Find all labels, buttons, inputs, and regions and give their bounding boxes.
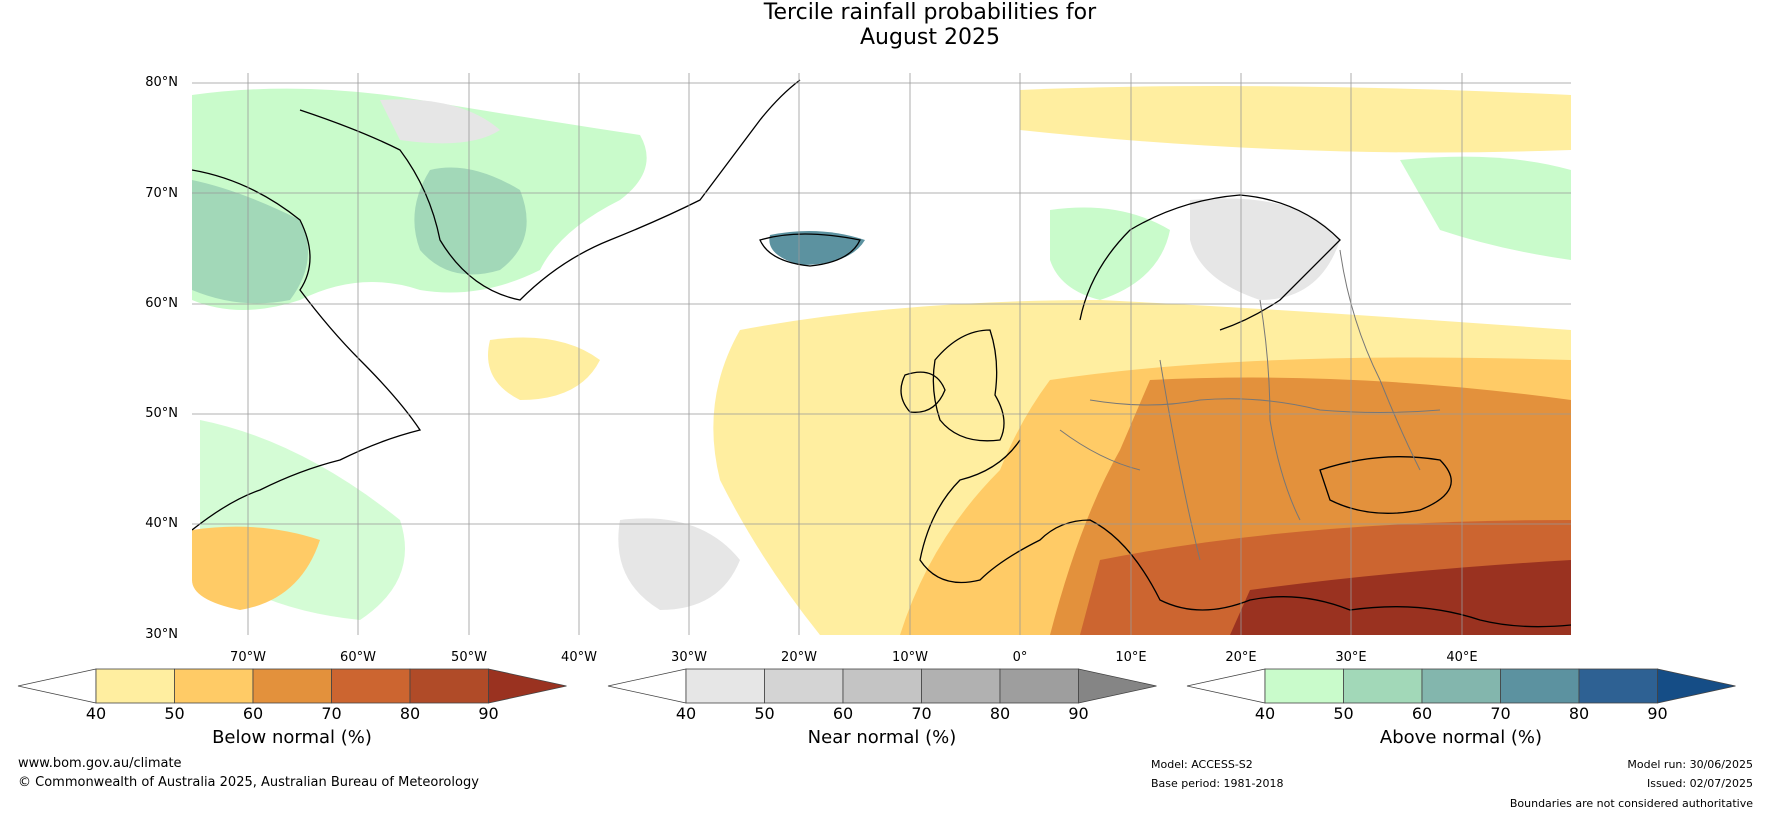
- footer-url: www.bom.gov.au/climate: [18, 756, 182, 771]
- near-normal-region-2: [618, 518, 740, 610]
- lon-label-60w: 60°W: [340, 650, 376, 665]
- lon-label-20e: 20°E: [1225, 650, 1257, 665]
- footer-copyright: © Commonwealth of Australia 2025, Austra…: [18, 775, 479, 790]
- colorbar-tick-label: 50: [754, 704, 775, 723]
- colorbar-segment: [1500, 668, 1580, 704]
- lat-label-40n: 40°N: [145, 516, 178, 531]
- lat-label-50n: 50°N: [145, 406, 178, 421]
- lon-label-50w: 50°W: [451, 650, 487, 665]
- colorbar-segment: [409, 668, 489, 704]
- colorbar-tick-label: 80: [989, 704, 1011, 723]
- colorbar-tick-label: 60: [1411, 704, 1433, 723]
- colorbar-tick-label: 50: [1333, 704, 1354, 723]
- colorbar-segment: [685, 668, 765, 704]
- colorbar-above-normal: [1186, 668, 1736, 704]
- below-normal-region-azores: [488, 337, 600, 400]
- colorbar-title-below-normal: Below normal (%): [212, 727, 372, 748]
- colorbar-segment: [764, 668, 844, 704]
- lon-label-10e: 10°E: [1115, 650, 1147, 665]
- above-normal-region-arctic: [1400, 156, 1571, 260]
- colorbar-title-near-normal: Near normal (%): [807, 727, 957, 748]
- footer-base-period: Base period: 1981-2018: [1151, 777, 1284, 790]
- coast-scandinavia: [1079, 194, 1341, 331]
- colorbar-tick-label: 70: [1490, 704, 1511, 723]
- colorbar-tick-label: 70: [911, 704, 932, 723]
- lat-label-60n: 60°N: [145, 296, 178, 311]
- colorbar-tick-label: 70: [321, 704, 342, 723]
- colorbar-segment: [331, 668, 411, 704]
- colorbar-tick-label: 80: [399, 704, 421, 723]
- colorbar-segment: [252, 668, 332, 704]
- colorbar-extend-high: [1657, 668, 1736, 704]
- coast-iceland: [759, 233, 861, 267]
- colorbar-tick-label: 50: [164, 704, 185, 723]
- colorbar-tick-label: 60: [242, 704, 264, 723]
- near-normal-region-3: [380, 99, 500, 144]
- colorbar-tick-label: 60: [832, 704, 854, 723]
- colorbar-tick-label: 80: [1568, 704, 1590, 723]
- colorbar-segment: [174, 668, 254, 704]
- colorbar-tick-label: 40: [675, 704, 697, 723]
- coast-europe-west: [919, 439, 1571, 628]
- footer-issued: Issued: 02/07/2025: [1646, 777, 1753, 790]
- probability-field: [192, 73, 1571, 635]
- lon-label-10w: 10°W: [892, 650, 928, 665]
- below-normal-region-atlantic-sw: [192, 526, 320, 610]
- footer-model-run: Model run: 30/06/2025: [1627, 758, 1753, 771]
- below-normal-region-north: [1020, 86, 1571, 153]
- lon-label-30e: 30°E: [1335, 650, 1367, 665]
- coast-uk: [932, 329, 1005, 442]
- colorbar-tick-label: 40: [85, 704, 107, 723]
- coast-ireland: [900, 371, 946, 413]
- colorbar-segment: [1421, 668, 1501, 704]
- coast-black-sea: [1319, 456, 1452, 514]
- title-line-1: Tercile rainfall probabilities for: [763, 0, 1097, 25]
- colorbar-below-normal: [17, 668, 567, 704]
- colorbar-segment: [921, 668, 1001, 704]
- below-normal-region-levant: [1230, 560, 1571, 635]
- colorbar-extend-low: [1186, 668, 1266, 704]
- above-normal-region-labrador: [192, 180, 308, 304]
- colorbar-extend-high: [1078, 668, 1157, 704]
- lon-label-40w: 40°W: [561, 650, 597, 665]
- footer-model: Model: ACCESS-S2: [1151, 758, 1253, 771]
- colorbar-segment: [842, 668, 922, 704]
- above-normal-region-iceland: [769, 231, 865, 265]
- coast-greenland: [299, 79, 801, 301]
- colorbar-extend-low: [607, 668, 687, 704]
- lat-label-80n: 80°N: [145, 75, 178, 90]
- lon-label-20w: 20°W: [781, 650, 817, 665]
- colorbar-extend-low: [17, 668, 97, 704]
- colorbar-tick-label: 40: [1254, 704, 1276, 723]
- colorbar-near-normal: [607, 668, 1157, 704]
- colorbar-title-above-normal: Above normal (%): [1379, 727, 1543, 748]
- lat-label-30n: 30°N: [145, 627, 178, 642]
- footer-disclaimer: Boundaries are not considered authoritat…: [1509, 797, 1753, 810]
- country-borders: [1059, 249, 1441, 561]
- colorbar-segment: [1578, 668, 1658, 704]
- near-normal-region-1: [1190, 198, 1340, 300]
- lat-label-70n: 70°N: [145, 186, 178, 201]
- colorbar-segment: [1264, 668, 1344, 704]
- colorbar-tick-label: 90: [1647, 704, 1668, 723]
- lon-label-40e: 40°E: [1446, 650, 1478, 665]
- above-normal-region-greenland-core: [414, 167, 527, 275]
- coast-canada: [192, 169, 422, 531]
- lon-label-70w: 70°W: [230, 650, 266, 665]
- colorbar-segment: [95, 668, 175, 704]
- gridlines: [192, 73, 1571, 635]
- lon-label-0: 0°: [1012, 650, 1028, 665]
- coastlines: [192, 79, 1571, 628]
- map-title: Tercile rainfall probabilities for Augus…: [0, 0, 1770, 50]
- colorbars: [17, 668, 1736, 704]
- colorbar-extend-high: [488, 668, 567, 704]
- colorbar-segment: [999, 668, 1079, 704]
- title-line-2: August 2025: [860, 25, 1000, 50]
- colorbar-tick-label: 90: [1068, 704, 1089, 723]
- colorbar-tick-label: 90: [478, 704, 499, 723]
- colorbar-segment: [1343, 668, 1423, 704]
- lon-label-30w: 30°W: [671, 650, 707, 665]
